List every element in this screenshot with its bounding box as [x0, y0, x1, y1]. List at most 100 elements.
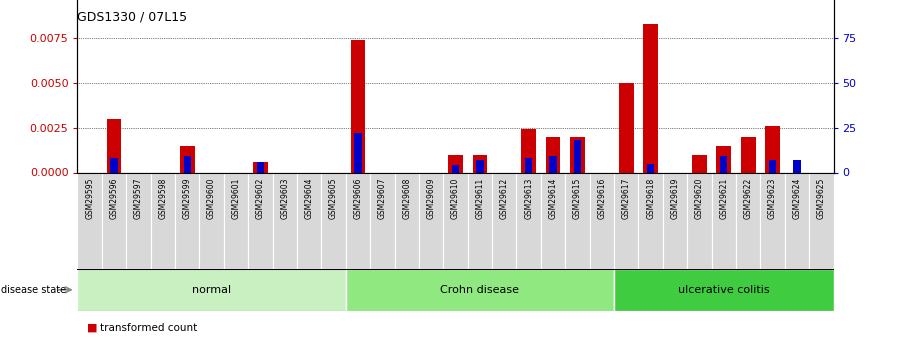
- Bar: [565, 172, 589, 269]
- Text: GSM29608: GSM29608: [403, 177, 411, 219]
- Bar: [716, 146, 732, 172]
- Text: GSM29617: GSM29617: [621, 177, 630, 219]
- Text: GSM29613: GSM29613: [524, 177, 533, 219]
- Text: transformed count: transformed count: [100, 323, 198, 333]
- Text: GSM29616: GSM29616: [598, 177, 607, 219]
- Text: GSM29605: GSM29605: [329, 177, 338, 219]
- Bar: [647, 164, 654, 172]
- Bar: [765, 126, 780, 172]
- Bar: [663, 172, 687, 269]
- Bar: [419, 172, 444, 269]
- Text: GSM29609: GSM29609: [426, 177, 435, 219]
- Bar: [370, 172, 394, 269]
- Text: Crohn disease: Crohn disease: [440, 285, 519, 295]
- Text: GSM29624: GSM29624: [793, 177, 802, 219]
- Bar: [200, 172, 224, 269]
- Bar: [448, 155, 463, 172]
- Bar: [769, 160, 776, 172]
- Text: GSM29595: GSM29595: [85, 177, 94, 219]
- Text: GSM29620: GSM29620: [695, 177, 704, 219]
- Text: GSM29601: GSM29601: [231, 177, 241, 219]
- Bar: [476, 160, 484, 172]
- Bar: [224, 172, 248, 269]
- Bar: [467, 172, 492, 269]
- Text: GSM29602: GSM29602: [256, 177, 265, 219]
- Bar: [492, 172, 517, 269]
- Bar: [741, 137, 755, 172]
- Bar: [179, 146, 195, 172]
- Text: GSM29612: GSM29612: [500, 177, 508, 219]
- Text: GSM29603: GSM29603: [281, 177, 290, 219]
- Bar: [525, 158, 532, 172]
- Text: GSM29615: GSM29615: [573, 177, 582, 219]
- Bar: [248, 172, 272, 269]
- Bar: [546, 137, 560, 172]
- Bar: [639, 172, 663, 269]
- Bar: [394, 172, 419, 269]
- Text: GSM29611: GSM29611: [476, 177, 485, 219]
- Text: GSM29610: GSM29610: [451, 177, 460, 219]
- Text: GSM29622: GSM29622: [743, 177, 752, 219]
- Text: GSM29599: GSM29599: [183, 177, 191, 219]
- Text: GSM29619: GSM29619: [670, 177, 680, 219]
- Bar: [107, 119, 121, 172]
- Bar: [297, 172, 322, 269]
- Bar: [574, 140, 581, 172]
- Text: GDS1330 / 07L15: GDS1330 / 07L15: [77, 10, 188, 23]
- Bar: [614, 172, 639, 269]
- Text: GSM29625: GSM29625: [817, 177, 826, 219]
- Text: GSM29596: GSM29596: [109, 177, 118, 219]
- Text: ulcerative colitis: ulcerative colitis: [678, 285, 770, 295]
- Bar: [351, 40, 365, 173]
- Bar: [150, 172, 175, 269]
- Text: GSM29598: GSM29598: [159, 177, 168, 219]
- Bar: [354, 133, 362, 172]
- Bar: [77, 172, 102, 269]
- Bar: [784, 172, 809, 269]
- Text: GSM29618: GSM29618: [646, 177, 655, 219]
- Text: ■: ■: [87, 323, 97, 333]
- Text: GSM29606: GSM29606: [353, 177, 363, 219]
- Bar: [521, 129, 536, 172]
- Bar: [473, 155, 487, 172]
- Bar: [452, 165, 459, 172]
- Bar: [687, 172, 711, 269]
- Bar: [721, 156, 728, 172]
- Text: GSM29614: GSM29614: [548, 177, 558, 219]
- Bar: [619, 83, 633, 172]
- Text: normal: normal: [192, 285, 231, 295]
- Bar: [110, 158, 118, 172]
- Bar: [175, 172, 200, 269]
- Bar: [272, 172, 297, 269]
- Bar: [614, 269, 834, 310]
- Text: GSM29621: GSM29621: [720, 177, 728, 219]
- Bar: [257, 162, 264, 172]
- Bar: [570, 137, 585, 172]
- Bar: [589, 172, 614, 269]
- Bar: [127, 172, 150, 269]
- Bar: [322, 172, 346, 269]
- Bar: [793, 160, 801, 172]
- Bar: [346, 269, 614, 310]
- Bar: [346, 172, 370, 269]
- Bar: [77, 269, 346, 310]
- Bar: [253, 162, 268, 172]
- Text: GSM29604: GSM29604: [304, 177, 313, 219]
- Bar: [183, 156, 191, 172]
- Bar: [102, 172, 127, 269]
- Text: disease state: disease state: [1, 285, 66, 295]
- Bar: [761, 172, 784, 269]
- Bar: [736, 172, 761, 269]
- Bar: [643, 23, 658, 172]
- Text: GSM29607: GSM29607: [378, 177, 387, 219]
- Text: GSM29600: GSM29600: [207, 177, 216, 219]
- Bar: [692, 155, 707, 172]
- Text: GSM29623: GSM29623: [768, 177, 777, 219]
- Bar: [444, 172, 467, 269]
- Bar: [517, 172, 541, 269]
- Bar: [809, 172, 834, 269]
- Bar: [549, 156, 557, 172]
- Text: GSM29597: GSM29597: [134, 177, 143, 219]
- Bar: [711, 172, 736, 269]
- Bar: [541, 172, 565, 269]
